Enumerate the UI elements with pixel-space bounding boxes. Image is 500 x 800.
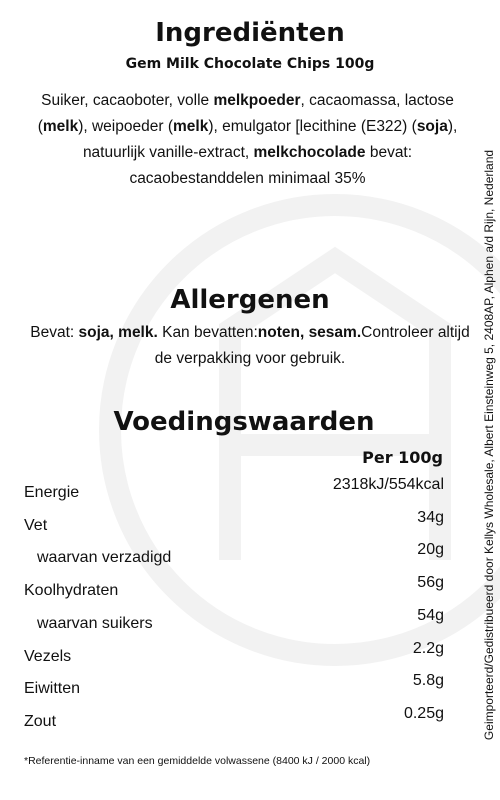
nutrient-label: Vet xyxy=(24,516,48,534)
nutrition-row: Energie 2318kJ/554kcal xyxy=(24,476,444,502)
nutrition-row: Vet 34g xyxy=(24,509,444,535)
bold-run: melkchocolade xyxy=(253,144,366,161)
nutrition-title: Voedingswaarden xyxy=(113,407,375,437)
nutrient-label: waarvan verzadigd xyxy=(37,549,172,567)
text-run: ), natuurlijk vanille-extract, xyxy=(82,118,458,161)
text-run: ), weipoeder ( xyxy=(78,118,173,135)
text-run: , cacaomassa, lactose ( xyxy=(37,92,454,135)
nutrient-value: 54g xyxy=(417,606,444,624)
bold-run: melkpoeder xyxy=(213,92,301,109)
nutrient-value: 20g xyxy=(417,541,444,559)
nutrient-label: waarvan suikers xyxy=(37,614,153,632)
bold-run: noten, sesam. xyxy=(257,324,362,341)
nutrient-label: Energie xyxy=(24,484,80,501)
bold-run: melk xyxy=(42,118,79,135)
bold-run: soja xyxy=(416,118,448,135)
nutrient-label: Zout xyxy=(24,712,57,730)
nutrient-label: Vezels xyxy=(24,647,72,665)
text-run: Suiker, cacaoboter, volle xyxy=(41,92,214,109)
nutrition-row: Zout 0.25g xyxy=(24,705,444,731)
bold-run: melk xyxy=(172,118,209,135)
product-name: Gem Milk Chocolate Chips 100g xyxy=(125,56,375,72)
text-run: Bevat: xyxy=(30,324,79,341)
text-run: ), emulgator [lecithine (E322) ( xyxy=(208,118,417,135)
nutrient-value: 5.8g xyxy=(412,672,444,690)
nutrition-row: Koolhydraten 56g xyxy=(24,574,444,600)
nutrient-value: 56g xyxy=(417,574,444,592)
side-text: Geimporteerd/Gedistribueerd door Kellys … xyxy=(482,149,496,741)
ingredients-title: Ingrediënten xyxy=(155,18,345,48)
nutrient-value: 2318kJ/554kcal xyxy=(332,476,444,493)
text-run: bevat: cacaobestanddelen minimaal 35% xyxy=(129,144,413,187)
nutrient-value: 34g xyxy=(417,508,444,526)
text-run: Controleer altijd de verpakking voor geb… xyxy=(154,324,470,367)
bold-run: soja, melk. xyxy=(78,324,158,341)
nutrient-value: 0.25g xyxy=(403,704,444,722)
column-header: Per 100g xyxy=(362,448,443,467)
nutrition-row: Vezels 2.2g xyxy=(24,640,444,666)
text-run: Kan bevatten: xyxy=(157,324,258,341)
nutrition-row: waarvan suikers 54g xyxy=(24,607,444,633)
ingredients-text: Suiker, cacaoboter, volle melkpoeder, ca… xyxy=(25,88,470,192)
nutrient-label: Koolhydraten xyxy=(24,582,119,600)
allergens-title: Allergenen xyxy=(170,285,330,315)
nutrient-value: 2.2g xyxy=(412,639,444,657)
allergens-text: Bevat: soja, melk. Kan bevatten:noten, s… xyxy=(30,320,470,372)
nutrition-row: Eiwitten 5.8g xyxy=(24,672,444,698)
nutrient-label: Eiwitten xyxy=(24,680,81,698)
nutrition-row: waarvan verzadigd 20g xyxy=(24,541,444,567)
footnote: *Referentie-inname van een gemiddelde vo… xyxy=(24,755,371,767)
